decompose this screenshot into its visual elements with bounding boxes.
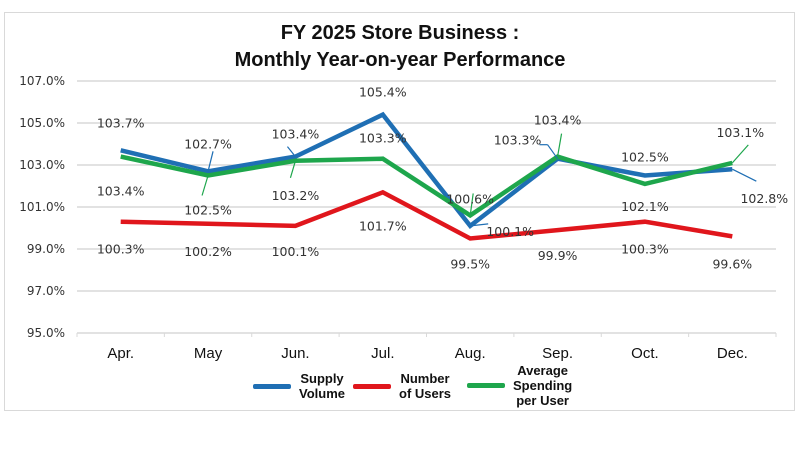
legend-swatch-red: [353, 383, 391, 389]
leader-line: [732, 168, 757, 182]
leader-line: [469, 193, 474, 216]
leader-line: [286, 146, 296, 157]
data-label: 103.3%: [359, 131, 407, 146]
data-label: 105.4%: [359, 85, 407, 100]
data-label: 100.1%: [272, 244, 320, 259]
x-tick-label: May: [194, 345, 223, 362]
y-tick-label: 99.0%: [27, 242, 65, 256]
data-label: 102.8%: [740, 191, 788, 206]
gridlines: [77, 80, 776, 334]
x-tick-label: Dec.: [717, 345, 748, 362]
y-tick-label: 95.0%: [27, 326, 65, 340]
x-axis: Apr. May Jun. Jul. Aug. Sep. Oct. Dec.: [76, 333, 777, 362]
data-label: 99.9%: [538, 248, 578, 263]
data-label: 100.3%: [97, 242, 145, 257]
x-tick-label: Oct.: [631, 345, 659, 362]
legend-label: Average Spending per User: [513, 363, 573, 408]
data-label: 103.3%: [494, 133, 542, 148]
data-label: 99.5%: [450, 257, 490, 272]
data-label: 101.7%: [359, 218, 407, 233]
data-label: 102.1%: [621, 199, 669, 214]
y-axis: 107.0% 105.0% 103.0% 101.0% 99.0% 97.0% 95.0%: [19, 74, 65, 340]
x-tick-label: Jul.: [371, 345, 394, 362]
data-labels: 103.7% 102.7% 103.4% 105.4% 100.1% 103.3% 102.…: [97, 85, 788, 272]
data-label: 102.5%: [621, 150, 669, 165]
y-tick-label: 107.0%: [19, 74, 65, 88]
data-label: 100.6%: [446, 191, 494, 206]
legend-label: Supply Volume: [299, 371, 345, 401]
y-tick-label: 101.0%: [19, 200, 65, 214]
y-tick-label: 105.0%: [19, 116, 65, 130]
x-tick-label: Jun.: [281, 345, 309, 362]
data-label: 102.5%: [184, 203, 232, 218]
data-label: 103.4%: [534, 113, 582, 128]
x-tick-label: Aug.: [455, 345, 486, 362]
data-label: 102.7%: [184, 136, 232, 151]
data-label: 103.4%: [97, 184, 145, 199]
series-line-supply-volume: [120, 111, 733, 230]
series-lines: [120, 111, 733, 241]
legend-item-number-of-users: Number of Users: [353, 371, 451, 401]
label-leader-lines: [201, 133, 757, 227]
leader-line: [556, 133, 563, 157]
x-tick-label: Sep.: [542, 345, 573, 362]
legend-swatch-blue: [253, 383, 291, 389]
data-label: 100.3%: [621, 242, 669, 257]
chart-frame: [4, 12, 795, 411]
leader-line: [201, 175, 209, 196]
chart-title: FY 2025 Store Business : Monthly Year-on…: [0, 20, 800, 74]
leader-line: [289, 160, 297, 178]
leader-line: [547, 144, 559, 160]
series-line-average-spending-per-user: [120, 154, 733, 219]
legend-label: Number of Users: [399, 371, 452, 401]
data-label: 103.4%: [272, 127, 320, 142]
legend-swatch-green: [467, 383, 505, 388]
chart-title-line-1: FY 2025 Store Business :: [280, 22, 520, 44]
data-label: 103.1%: [716, 125, 764, 140]
y-tick-label: 103.0%: [19, 158, 65, 172]
data-label: 103.7%: [97, 115, 145, 130]
legend-item-supply-volume: Supply Volume: [253, 371, 345, 401]
data-label: 99.6%: [712, 256, 752, 271]
legend-item-average-spending: Average Spending per User: [467, 363, 572, 408]
data-label: 103.2%: [272, 188, 320, 203]
y-tick-label: 97.0%: [27, 284, 65, 298]
data-label: 100.1%: [486, 224, 534, 239]
leader-line: [207, 151, 214, 172]
legend: Supply Volume Number of Users Average Sp…: [0, 363, 800, 411]
chart-title-line-2: Monthly Year-on-year Performance: [234, 49, 566, 71]
x-tick-label: Apr.: [107, 345, 134, 362]
data-label: 100.2%: [184, 244, 232, 259]
series-line-number-of-users: [120, 189, 733, 241]
leader-line: [731, 144, 749, 164]
leader-line: [470, 223, 489, 227]
